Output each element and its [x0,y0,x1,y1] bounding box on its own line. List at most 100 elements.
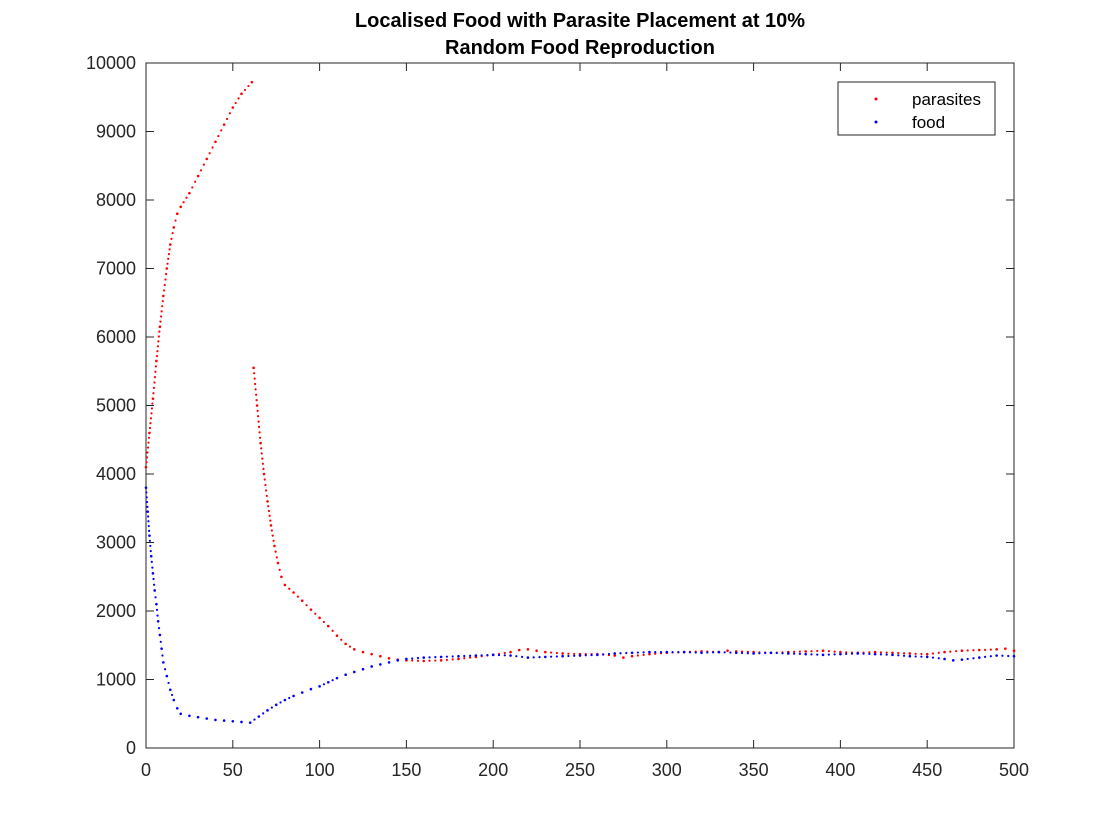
parasites-interpolated-point [151,402,154,405]
parasites-interpolated-point [966,649,969,652]
plot-marks [144,80,1016,724]
y-tick-label: 0 [126,738,136,758]
parasites-point [370,652,373,656]
x-tick-label: 350 [739,760,769,780]
food-interpolated-point [584,654,587,657]
parasites-interpolated-point [793,650,796,653]
food-interpolated-point [845,652,848,656]
food-interpolated-point [503,654,506,657]
food-point [151,572,155,575]
food-interpolated-point [636,651,639,654]
food-interpolated-point [1001,654,1004,657]
food-interpolated-point [161,654,164,657]
parasites-interpolated-point [305,604,308,607]
food-interpolated-point [515,655,518,658]
parasites-interpolated-point [253,377,256,380]
food-point [379,663,382,666]
food-interpolated-point [931,656,935,659]
food-point [149,554,153,558]
parasites-point [172,226,176,229]
food-point [309,687,313,691]
food-point [172,698,176,702]
parasites-interpolated-point [274,550,277,553]
parasites-point [622,656,625,659]
food-point [700,651,703,655]
parasites-point [960,649,964,653]
parasites-interpolated-point [148,426,152,430]
food-interpolated-point [775,651,778,655]
parasites-interpolated-point [150,407,154,410]
parasites-point [943,650,946,654]
x-tick-label: 400 [825,760,855,780]
food-interpolated-point [723,651,726,654]
parasites-interpolated-point [254,388,257,391]
food-point [396,659,400,662]
food-interpolated-point [521,655,524,658]
food-point [292,694,295,698]
food-interpolated-point [434,656,437,659]
food-point [148,534,151,537]
food-interpolated-point [810,653,813,656]
parasites-interpolated-point [257,420,260,423]
food-interpolated-point [671,651,674,654]
parasites-interpolated-point [161,299,164,303]
food-interpolated-point [989,655,992,658]
y-tick-label: 3000 [96,533,136,553]
parasites-interpolated-point [156,350,159,353]
x-tick-label: 150 [391,760,421,780]
y-tick-label: 10000 [86,53,136,73]
parasites-interpolated-point [208,152,211,155]
food-interpolated-point [758,652,761,655]
parasites-interpolated-point [167,257,170,261]
parasites-interpolated-point [264,483,267,487]
parasites-point [252,366,255,370]
legend: parasites food [837,81,996,136]
y-tick-label: 9000 [96,122,136,142]
food-interpolated-point [538,656,541,659]
parasites-point [318,616,321,620]
parasites-interpolated-point [868,651,871,654]
food-point [613,652,617,655]
parasites-point [165,267,169,270]
food-interpolated-point [463,654,466,658]
parasites-interpolated-point [174,219,177,222]
parasites-interpolated-point [331,629,334,632]
parasites-interpolated-point [267,505,270,508]
parasites-interpolated-point [194,180,197,183]
food-interpolated-point [253,718,256,721]
food-point [196,715,200,719]
parasites-interpolated-point [261,457,264,460]
food-point [665,650,669,654]
food-point [439,655,443,659]
parasites-interpolated-point [145,456,149,459]
food-point [155,602,158,606]
parasites-interpolated-point [262,467,265,470]
food-interpolated-point [270,706,273,709]
food-interpolated-point [150,560,153,564]
food-interpolated-point [798,652,801,656]
y-tick-label: 5000 [96,396,136,416]
parasites-point [231,106,235,109]
food-interpolated-point [833,653,836,656]
parasites-interpolated-point [171,232,174,235]
parasites-point [543,650,547,654]
parasites-interpolated-point [340,638,343,641]
food-interpolated-point [816,653,819,656]
parasites-interpolated-point [879,651,883,654]
parasites-interpolated-point [258,431,261,434]
food-point [175,706,179,710]
parasites-interpolated-point [253,372,256,375]
parasites-interpolated-point [257,425,261,429]
parasites-point [309,608,313,611]
parasites-point [439,659,443,662]
parasites-point [205,157,209,161]
food-interpolated-point [555,655,558,658]
food-point [248,721,252,724]
food-point [422,656,426,659]
food-point [387,661,391,664]
food-interpolated-point [145,500,149,504]
food-interpolated-point [156,614,159,617]
parasites-point [977,648,981,652]
parasites-interpolated-point [191,186,194,189]
